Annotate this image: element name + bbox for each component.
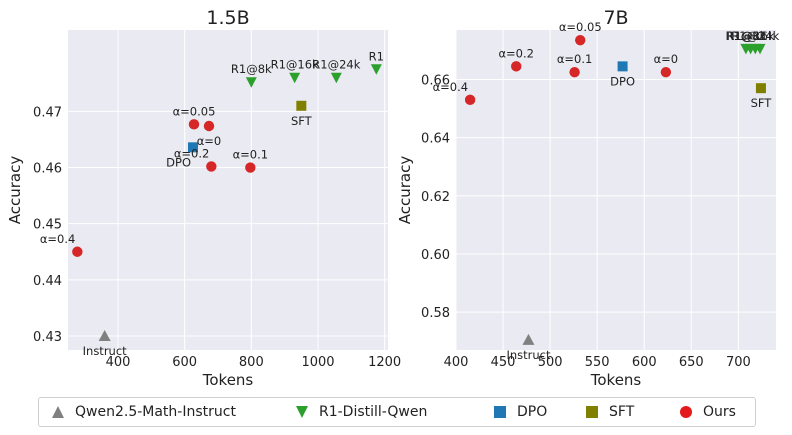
data-label: α=0.1: [233, 148, 269, 162]
x-tick-label: 500: [538, 355, 563, 370]
data-label: R1: [369, 49, 384, 63]
data-point-circle: [245, 162, 256, 173]
y-tick-label: 0.66: [421, 73, 450, 88]
data-label: α=0.4: [433, 80, 469, 94]
y-tick-label: 0.62: [421, 190, 450, 205]
data-label: R1: [752, 29, 767, 43]
legend-item-r1: R1-Distill-Qwen: [295, 398, 427, 426]
plot-area: [456, 30, 776, 350]
data-label: α=0.05: [559, 20, 602, 34]
data-point-circle: [464, 94, 476, 106]
data-label: R1@24k: [731, 29, 779, 43]
data-point-square: [188, 142, 198, 153]
x-tick-label: 700: [726, 355, 751, 370]
chart-title: 7B: [603, 7, 628, 29]
data-point-triangle-down: [330, 72, 342, 84]
y-tick-label: 0.43: [33, 330, 62, 345]
data-point-square: [617, 61, 628, 72]
x-tick-label: 550: [585, 355, 610, 370]
circle-icon: [680, 406, 692, 418]
data-label: SFT: [291, 114, 313, 128]
legend: Qwen2.5-Math-Instruct R1-Distill-Qwen DP…: [38, 397, 756, 427]
data-label: α=0.05: [173, 104, 216, 118]
y-tick-label: 0.60: [421, 248, 450, 263]
data-point-triangle-down: [370, 64, 382, 75]
data-label: α=0.1: [557, 52, 593, 66]
x-tick-label: 600: [172, 355, 197, 370]
legend-item-ours: Ours: [679, 398, 736, 426]
data-label: α=0.2: [174, 146, 210, 160]
x-tick-label: 1200: [368, 355, 401, 370]
data-point-triangle-up: [98, 329, 111, 341]
legend-item-dpo: DPO: [493, 398, 547, 426]
data-label: R1@24k: [312, 58, 360, 72]
legend-item-instruct: Qwen2.5-Math-Instruct: [51, 398, 236, 426]
data-point-circle: [188, 119, 200, 130]
y-axis-label: Accuracy: [396, 156, 414, 225]
legend-label: Ours: [703, 404, 736, 420]
data-point-circle: [203, 120, 215, 132]
x-tick-label: 400: [444, 355, 469, 370]
data-label: R1@8k: [725, 29, 766, 43]
y-tick-label: 0.64: [421, 132, 450, 147]
data-point-circle: [575, 34, 586, 46]
legend-label: DPO: [517, 404, 548, 420]
plot-area: [68, 30, 388, 350]
data-point-square: [296, 100, 307, 111]
data-label: α=0: [197, 134, 222, 148]
y-axis-label: Accuracy: [6, 156, 24, 225]
data-point-triangle-down: [289, 72, 301, 84]
data-label: Instruct: [83, 344, 128, 358]
y-tick-label: 0.47: [33, 105, 62, 120]
data-label: R1@16k: [271, 58, 319, 72]
square-icon: [494, 406, 506, 418]
x-tick-label: 800: [239, 355, 264, 370]
y-tick-label: 0.45: [33, 218, 62, 233]
x-tick-label: 1000: [301, 355, 334, 370]
triangle-up-icon: [52, 406, 64, 418]
data-label: Instruct: [506, 348, 551, 362]
data-label: α=0: [654, 52, 679, 66]
y-tick-label: 0.58: [421, 306, 450, 321]
x-axis-label: Tokens: [590, 371, 642, 389]
x-tick-label: 650: [679, 355, 704, 370]
data-label: R1@16k: [727, 29, 775, 43]
y-tick-label: 0.44: [33, 274, 62, 289]
data-label: DPO: [610, 74, 635, 88]
data-point-triangle-down: [245, 77, 257, 88]
data-label: SFT: [751, 96, 773, 110]
square-icon: [586, 406, 598, 418]
data-point-circle: [72, 246, 83, 257]
data-point-square: [755, 83, 766, 94]
legend-item-sft: SFT: [585, 398, 634, 426]
legend-label: SFT: [609, 404, 635, 420]
x-axis-label: Tokens: [202, 371, 254, 389]
y-tick-label: 0.46: [33, 162, 62, 177]
data-point-circle: [206, 161, 217, 172]
x-tick-label: 450: [491, 355, 516, 370]
chart-title: 1.5B: [206, 7, 249, 29]
legend-label: Qwen2.5-Math-Instruct: [75, 404, 236, 420]
data-point-circle: [511, 61, 522, 72]
data-point-circle: [660, 66, 672, 78]
x-tick-label: 600: [632, 355, 657, 370]
data-label: α=0.4: [40, 232, 76, 246]
data-point-triangle-down: [754, 43, 766, 55]
x-tick-label: 400: [106, 355, 131, 370]
legend-label: R1-Distill-Qwen: [319, 404, 428, 420]
data-point-circle: [569, 66, 580, 78]
data-label: R1@8k: [231, 62, 272, 76]
data-label: DPO: [166, 155, 191, 169]
data-label: α=0.2: [498, 46, 534, 60]
data-point-triangle-up: [522, 333, 535, 345]
triangle-down-icon: [296, 406, 308, 418]
